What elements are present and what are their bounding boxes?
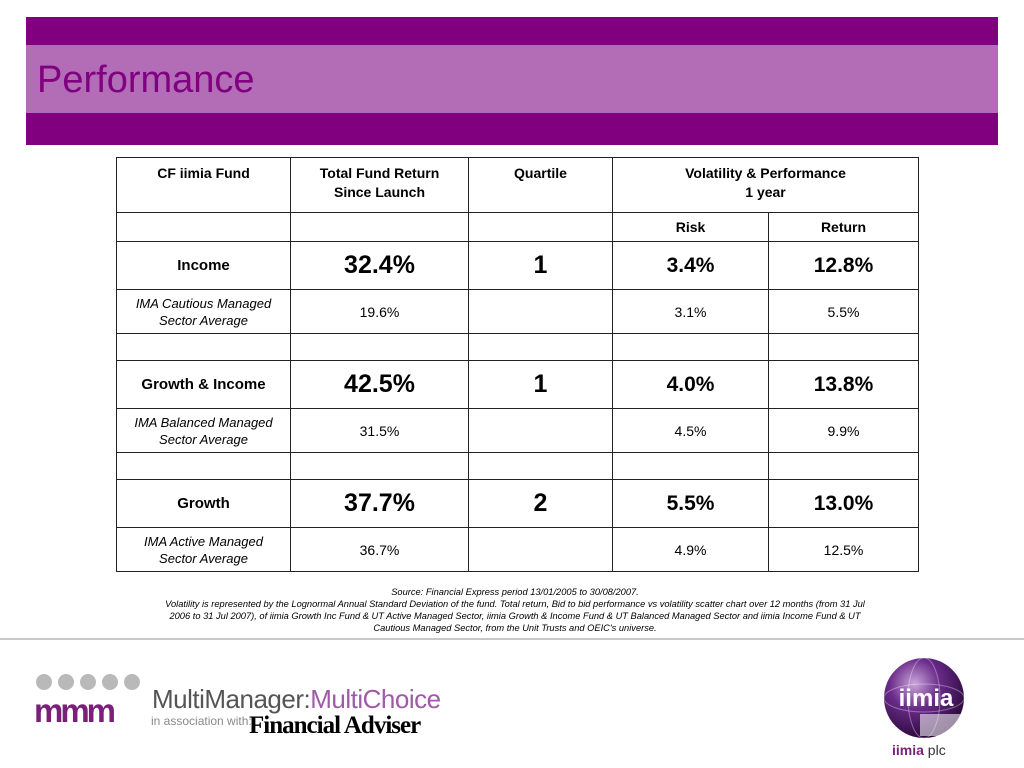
sector-name-line1: IMA Cautious Managed [135,295,272,311]
company-name-bold: iimia [892,742,924,758]
sector-name: IMA Active Managed Sector Average [116,527,291,572]
multimanager-name-part2: MultiChoice [310,684,441,714]
footnotes: Source: Financial Express period 13/01/2… [120,586,910,634]
fund-risk: 5.5% [612,479,769,528]
header-band-title [26,45,998,113]
sector-total-return: 19.6% [290,289,469,334]
sector-quartile [468,408,613,453]
methodology-note-line2: 2006 to 31 Jul 2007), of iimia Growth In… [169,611,861,621]
sector-return: 12.5% [767,527,920,572]
sector-risk: 3.1% [612,289,769,334]
methodology-note-line1: Volatility is represented by the Lognorm… [165,599,865,609]
fund-quartile: 1 [468,241,613,290]
multimanager-logo: mmm [34,692,116,729]
header-volatility: Volatility & Performance 1 year [611,157,920,213]
multimanager-name-part1: MultiManager: [152,684,311,714]
sector-name-line1: IMA Balanced Managed [134,414,273,430]
fund-quartile: 1 [468,360,613,409]
sector-quartile [468,289,613,334]
header-volatility-line1: Volatility & Performance [685,165,846,181]
methodology-note-line3: Cautious Managed Sector, from the Unit T… [373,623,657,633]
fund-row-growth-income: Growth & Income 42.5% 1 4.0% 13.8% [116,360,920,409]
fund-row-income: Income 32.4% 1 3.4% 12.8% [116,241,920,290]
subheader-return: Return [767,212,920,242]
fund-quartile: 2 [468,479,613,528]
company-name: iimia plc [892,741,946,759]
header-total-return: Total Fund Return Since Launch [290,157,469,213]
sector-risk: 4.5% [612,408,769,453]
fund-total-return: 37.7% [290,479,469,528]
header-total-return-line2: Since Launch [333,184,426,200]
multimanager-name: MultiManager:MultiChoice [152,684,441,714]
fund-name: Growth & Income [116,360,291,409]
table-subheader-row: Risk Return [116,212,920,242]
spacer-row [116,333,920,361]
fund-row-growth: Growth 37.7% 2 5.5% 13.0% [116,479,920,528]
fund-name: Growth [116,479,291,528]
header-fund: CF iimia Fund [116,157,291,213]
iimia-globe-logo: iimia [883,657,970,739]
sector-row-active: IMA Active Managed Sector Average 36.7% … [116,527,920,572]
sector-row-balanced: IMA Balanced Managed Sector Average 31.5… [116,408,920,453]
footer-divider [0,638,1024,640]
sector-name-line2: Sector Average [159,312,248,328]
sector-name-line2: Sector Average [159,550,248,566]
fund-return: 13.8% [767,360,920,409]
fund-name: Income [116,241,291,290]
fund-total-return: 42.5% [290,360,469,409]
header-quartile: Quartile [468,157,613,213]
sector-return: 5.5% [767,289,920,334]
header-band-bottom [26,113,998,145]
sector-quartile [468,527,613,572]
fund-return: 12.8% [767,241,920,290]
fund-risk: 3.4% [612,241,769,290]
globe-text: iimia [899,685,954,712]
fund-return: 13.0% [767,479,920,528]
spacer-row [116,452,920,480]
sector-name-line1: IMA Active Managed [144,533,263,549]
sector-total-return: 31.5% [290,408,469,453]
sector-name-line2: Sector Average [159,431,248,447]
sector-name: IMA Cautious Managed Sector Average [116,289,291,334]
sector-risk: 4.9% [612,527,769,572]
source-note: Source: Financial Express period 13/01/2… [391,587,639,597]
fund-risk: 4.0% [612,360,769,409]
sector-name: IMA Balanced Managed Sector Average [116,408,291,453]
association-text: in association with: [151,714,252,728]
performance-table: CF iimia Fund Total Fund Return Since La… [116,157,920,572]
page-title: Performance [37,59,255,101]
sector-return: 9.9% [767,408,920,453]
header-total-return-line1: Total Fund Return [319,165,440,181]
table-header-row: CF iimia Fund Total Fund Return Since La… [116,157,920,213]
company-name-suffix: plc [923,742,946,758]
fund-total-return: 32.4% [290,241,469,290]
header-volatility-line2: 1 year [745,184,786,200]
sector-row-cautious: IMA Cautious Managed Sector Average 19.6… [116,289,920,334]
financial-adviser-logo: Financial Adviser [249,712,421,739]
header-band-top [26,17,998,45]
sector-total-return: 36.7% [290,527,469,572]
subheader-risk: Risk [612,212,769,242]
